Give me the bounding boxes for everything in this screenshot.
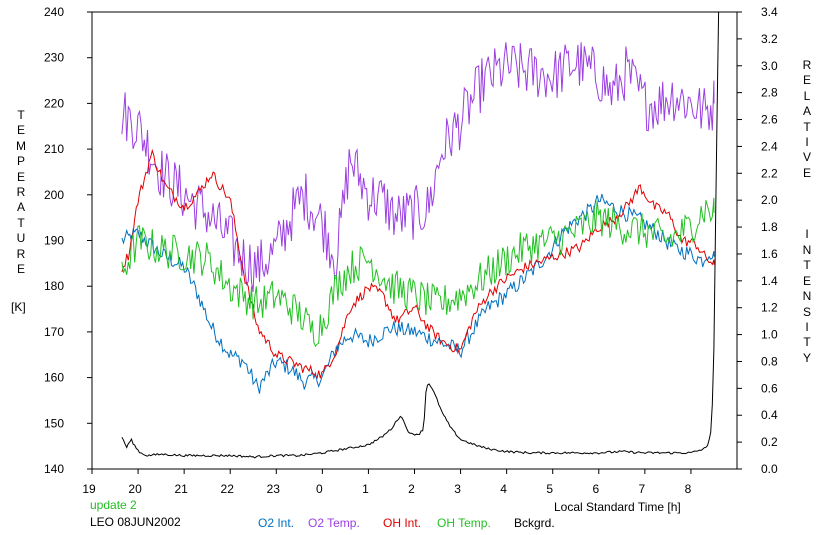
- right-axis-title-letter: E: [802, 273, 811, 288]
- right-tick-label: 0.2: [761, 435, 778, 449]
- right-tick-label: 0.0: [761, 462, 778, 476]
- right-axis-title-letter: I: [805, 135, 809, 150]
- right-tick-label: 0.4: [761, 408, 778, 422]
- right-tick-label: 1.0: [761, 328, 778, 342]
- x-tick-label: 4: [500, 482, 507, 496]
- x-tick-label: 2: [408, 482, 415, 496]
- series-o2-int-line: [121, 193, 715, 394]
- right-tick-label: 1.2: [761, 301, 778, 315]
- left-tick-label: 180: [44, 279, 64, 293]
- left-axis-title-letter: T: [17, 108, 25, 122]
- left-axis-title-letter: R: [16, 185, 26, 200]
- right-tick-label: 2.4: [761, 139, 778, 153]
- right-tick-label: 1.8: [761, 220, 778, 234]
- left-tick-label: 200: [44, 188, 64, 202]
- right-axis-title-letter: S: [802, 304, 811, 319]
- left-tick-label: 140: [44, 462, 64, 476]
- right-axis-title-letter: N: [802, 289, 812, 304]
- right-axis-title-letter: A: [802, 104, 811, 119]
- x-tick-label: 22: [221, 482, 235, 496]
- right-tick-label: 3.4: [761, 5, 778, 19]
- legend-item-o2-int: O2 Int.: [258, 516, 294, 530]
- right-tick-label: 1.4: [761, 274, 778, 288]
- legend-item-o2-temp: O2 Temp.: [308, 516, 360, 530]
- right-axis-title-letter: R: [802, 58, 812, 72]
- right-tick-label: 0.8: [761, 354, 778, 368]
- left-axis-title-letter: A: [16, 200, 25, 215]
- right-axis-title-letter: N: [802, 242, 812, 257]
- legend-item-bckgrd: Bckgrd.: [514, 516, 555, 530]
- x-tick-label: 0: [316, 482, 323, 496]
- x-tick-label: 1: [362, 482, 369, 496]
- left-axis-title-letter: E: [16, 123, 25, 138]
- right-tick-label: 2.6: [761, 113, 778, 127]
- left-tick-label: 220: [44, 96, 64, 110]
- left-tick-label: 190: [44, 234, 64, 248]
- left-axis-title-letter: E: [16, 262, 25, 277]
- left-axis-unit: [K]: [11, 300, 26, 314]
- x-tick-label: 20: [128, 482, 142, 496]
- left-axis-title-letter: E: [16, 169, 25, 184]
- x-tick-label: 23: [267, 482, 281, 496]
- x-tick-label: 6: [592, 482, 599, 496]
- right-tick-label: 2.0: [761, 193, 778, 207]
- x-tick-label: 8: [685, 482, 692, 496]
- right-tick-label: 3.0: [761, 59, 778, 73]
- right-axis-title-letter: E: [802, 165, 811, 180]
- left-axis-title-letter: M: [16, 138, 26, 153]
- right-axis-title-letter: I: [805, 227, 809, 242]
- left-tick-label: 150: [44, 416, 64, 430]
- left-tick-label: 160: [44, 371, 64, 385]
- update-text: update 2: [90, 498, 137, 512]
- x-tick-label: 19: [82, 482, 96, 496]
- right-tick-label: 0.6: [761, 381, 778, 395]
- right-axis-title-letter: I: [805, 319, 809, 334]
- left-axis-title-letter: R: [16, 246, 26, 261]
- right-axis-title-letter: T: [803, 335, 811, 350]
- left-axis-title-letter: T: [17, 215, 25, 230]
- x-axis-title: Local Standard Time [h]: [554, 500, 681, 514]
- right-tick-label: 2.8: [761, 86, 778, 100]
- right-axis-title-letter: [800, 197, 814, 212]
- legend-item-oh-temp: OH Temp.: [437, 516, 491, 530]
- right-axis-title-letter: V: [802, 150, 811, 165]
- left-tick-label: 240: [44, 5, 64, 19]
- right-axis-title-letter: [800, 181, 814, 196]
- right-tick-label: 2.2: [761, 166, 778, 180]
- series-o2-temp-line: [121, 42, 715, 292]
- left-tick-label: 210: [44, 142, 64, 156]
- legend-item-oh-int: OH Int.: [383, 516, 421, 530]
- left-tick-label: 170: [44, 325, 64, 339]
- series-oh-temp-line: [121, 197, 715, 348]
- left-axis-title-letter: P: [16, 154, 25, 169]
- x-tick-label: 3: [454, 482, 461, 496]
- left-axis-title-letter: U: [16, 231, 26, 246]
- right-tick-label: 1.6: [761, 247, 778, 261]
- x-tick-label: 21: [174, 482, 188, 496]
- right-axis-title-letter: E: [802, 73, 811, 88]
- right-axis-title-letter: T: [803, 258, 811, 273]
- x-tick-label: 7: [639, 482, 646, 496]
- right-axis-title-letter: L: [803, 88, 811, 103]
- station-date-text: LEO 08JUN2002: [90, 515, 181, 529]
- x-tick-label: 5: [546, 482, 553, 496]
- right-tick-label: 3.2: [761, 32, 778, 46]
- right-axis-title-letter: [800, 212, 814, 227]
- series-bckgrd-line: [121, 11, 720, 459]
- right-axis-title-letter: T: [803, 119, 811, 134]
- series-oh-int-line: [121, 148, 715, 380]
- right-axis-title-letter: Y: [802, 350, 811, 365]
- left-tick-label: 230: [44, 51, 64, 65]
